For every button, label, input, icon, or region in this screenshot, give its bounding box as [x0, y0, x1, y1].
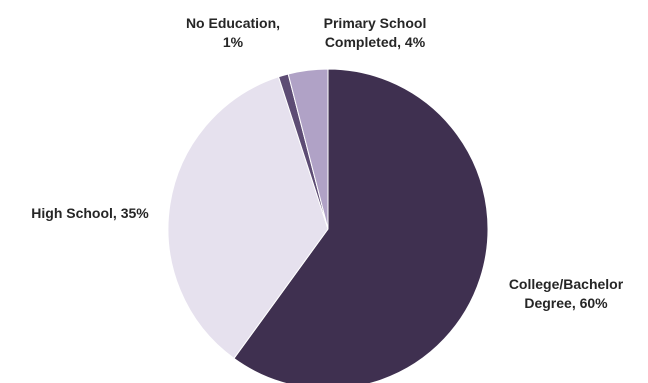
pie-slice-college-bachelor [233, 68, 489, 383]
pie-slice-primary-school [287, 68, 329, 230]
data-label-primary-school: Primary School Completed, 4% [324, 15, 427, 50]
data-label-college-bachelor: College/Bachelor Degree, 60% [509, 276, 624, 311]
pie-slice-high-school [167, 76, 329, 360]
data-label-high-school: High School, 35% [31, 205, 149, 221]
data-label-no-education: No Education, 1% [186, 15, 280, 50]
